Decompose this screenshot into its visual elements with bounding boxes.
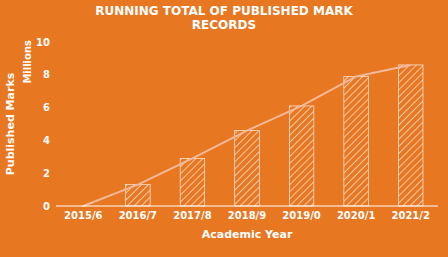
chart: RUNNING TOTAL OF PUBLISHED MARKRECORDS 0 2…	[0, 0, 448, 257]
y-tick-label: 4	[43, 135, 50, 146]
annotation: Millions	[22, 40, 33, 84]
x-axis-line	[56, 206, 438, 207]
x-tick-label: 2019/0	[282, 210, 320, 221]
bar	[398, 65, 423, 206]
x-tick-label: 2020/1	[337, 210, 375, 221]
y-tick-label: 10	[36, 37, 50, 48]
y-tick-label: 8	[43, 69, 50, 80]
x-tick-label: 2017/8	[173, 210, 211, 221]
x-tick-label: 2018/9	[228, 210, 266, 221]
x-tick-label: 2015/6	[64, 210, 102, 221]
bar	[180, 158, 205, 206]
title: RUNNING TOTAL OF PUBLISHED MARKRECORDS	[95, 4, 353, 32]
y-tick-label: 6	[43, 102, 50, 113]
x-axis-label: Academic Year	[202, 228, 293, 241]
y-tick-label: 0	[43, 201, 50, 212]
bar	[344, 76, 369, 206]
y-tick-label: 2	[43, 168, 50, 179]
title-line: RECORDS	[192, 18, 256, 32]
bar	[235, 131, 260, 206]
bar	[289, 106, 314, 206]
x-tick-label: 2016/7	[119, 210, 157, 221]
title-line: RUNNING TOTAL OF PUBLISHED MARK	[95, 4, 353, 18]
x-tick-label: 2021/2	[391, 210, 429, 221]
trend-line	[83, 65, 410, 206]
background	[0, 0, 448, 257]
y-axis-label: Published Marks	[4, 72, 17, 175]
